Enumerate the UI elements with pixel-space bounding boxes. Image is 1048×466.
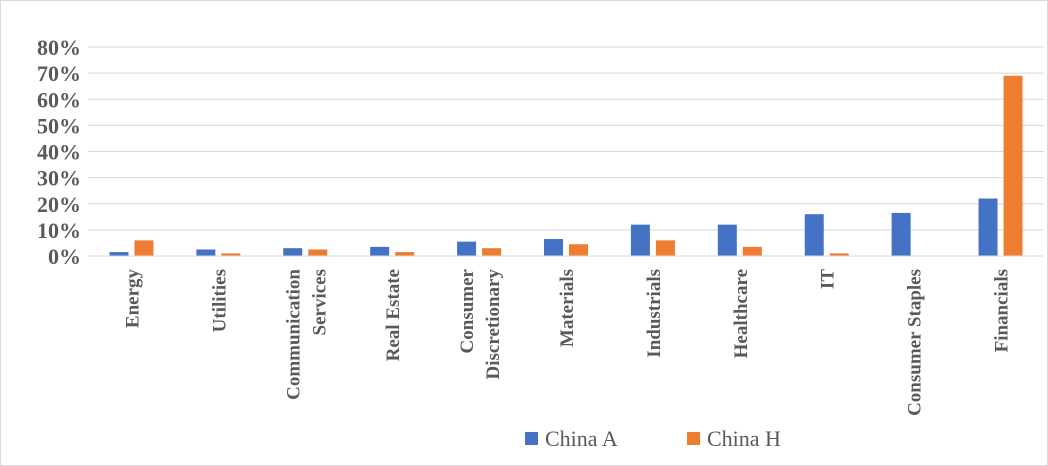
bar-china-h	[482, 248, 502, 256]
legend-swatch-china-a	[525, 432, 538, 445]
bar-china-h	[395, 252, 415, 256]
x-category-label: Communication Services	[283, 269, 330, 400]
x-category-label: Financials	[992, 269, 1013, 352]
y-tick-label: 70%	[37, 61, 81, 86]
x-category-label: Industrials	[644, 269, 665, 358]
gridlines	[88, 46, 1044, 231]
bar-china-h	[221, 253, 241, 256]
x-category-label: Utilities	[209, 269, 230, 332]
x-category-label-line: Materials	[557, 269, 578, 347]
x-category-label-line: Energy	[122, 269, 143, 329]
bar-china-a	[978, 198, 998, 256]
x-category-label: Consumer Staples	[905, 269, 926, 416]
y-tick-label: 10%	[37, 218, 81, 243]
y-tick-label: 60%	[37, 87, 81, 112]
bar-china-a	[804, 214, 824, 256]
bar-china-h	[134, 240, 154, 256]
y-axis-tick-labels: 0%10%20%30%40%50%60%70%80%	[37, 35, 81, 269]
x-category-label-line: Discretionary	[483, 269, 504, 380]
x-category-label-line: Industrials	[644, 269, 665, 358]
x-category-label-line: Utilities	[209, 269, 230, 332]
x-category-label-line: Consumer Staples	[905, 269, 926, 416]
x-category-label: Energy	[122, 269, 143, 329]
bar-china-a	[283, 248, 303, 256]
y-tick-label: 80%	[37, 35, 81, 60]
bar-china-h	[829, 253, 849, 256]
legend-label-china-h: China H	[707, 426, 781, 451]
legend-label-china-a: China A	[545, 426, 618, 451]
bar-china-h	[742, 246, 762, 256]
bar-china-a	[630, 224, 650, 256]
bar-china-a	[717, 224, 737, 256]
y-tick-label: 40%	[37, 140, 81, 165]
y-tick-label: 50%	[37, 113, 81, 138]
bar-china-a	[891, 212, 911, 256]
bar-china-a	[544, 239, 563, 256]
x-category-label-line: IT	[818, 269, 839, 289]
x-category-label-line: Financials	[992, 269, 1013, 352]
x-category-label-line: Services	[309, 269, 330, 335]
x-category-label: IT	[818, 269, 839, 289]
bars	[109, 75, 1023, 256]
bar-china-h	[1003, 75, 1023, 256]
x-category-label-line: Healthcare	[731, 269, 752, 358]
bar-china-h	[569, 244, 588, 256]
x-category-label: Consumer Discretionary	[457, 268, 504, 379]
x-category-label-line: Communication	[283, 269, 304, 400]
bar-china-a	[457, 241, 477, 256]
x-category-label: Materials	[557, 269, 578, 347]
legend: China A China H	[525, 426, 781, 451]
bar-china-a	[370, 246, 390, 256]
y-tick-label: 30%	[37, 166, 81, 191]
x-category-label-line: Real Estate	[383, 269, 404, 361]
y-tick-label: 20%	[37, 192, 81, 217]
bar-china-h	[308, 249, 328, 256]
x-axis-category-labels: Energy Utilities Communication Services Real…	[122, 268, 1012, 415]
bar-china-a	[109, 252, 129, 256]
x-category-label: Real Estate	[383, 269, 404, 361]
bar-china-h	[655, 240, 675, 256]
y-tick-label: 0%	[48, 244, 81, 269]
legend-swatch-china-h	[687, 432, 700, 445]
x-category-label-line: Consumer	[457, 268, 478, 353]
bar-china-a	[196, 249, 216, 256]
x-category-label: Healthcare	[731, 269, 752, 358]
